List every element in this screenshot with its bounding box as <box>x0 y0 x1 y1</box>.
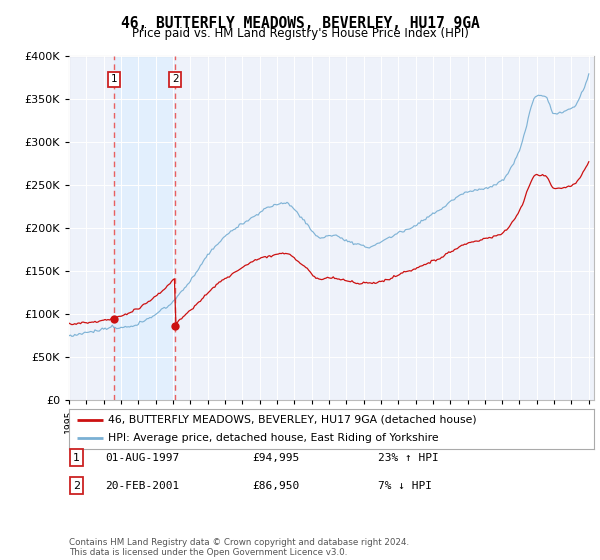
Text: 7% ↓ HPI: 7% ↓ HPI <box>378 480 432 491</box>
Bar <box>114 56 175 400</box>
Text: 46, BUTTERFLY MEADOWS, BEVERLEY, HU17 9GA (detached house): 46, BUTTERFLY MEADOWS, BEVERLEY, HU17 9G… <box>109 415 477 424</box>
Text: £86,950: £86,950 <box>252 480 299 491</box>
Text: Price paid vs. HM Land Registry's House Price Index (HPI): Price paid vs. HM Land Registry's House … <box>131 27 469 40</box>
Text: 20-FEB-2001: 20-FEB-2001 <box>105 480 179 491</box>
Text: 46, BUTTERFLY MEADOWS, BEVERLEY, HU17 9GA: 46, BUTTERFLY MEADOWS, BEVERLEY, HU17 9G… <box>121 16 479 31</box>
Text: 2: 2 <box>172 74 179 84</box>
Text: 23% ↑ HPI: 23% ↑ HPI <box>378 452 439 463</box>
Text: Contains HM Land Registry data © Crown copyright and database right 2024.
This d: Contains HM Land Registry data © Crown c… <box>69 538 409 557</box>
Text: 1: 1 <box>110 74 117 84</box>
Text: HPI: Average price, detached house, East Riding of Yorkshire: HPI: Average price, detached house, East… <box>109 433 439 443</box>
Text: £94,995: £94,995 <box>252 452 299 463</box>
Text: 01-AUG-1997: 01-AUG-1997 <box>105 452 179 463</box>
Text: 1: 1 <box>73 452 80 463</box>
Text: 2: 2 <box>73 480 80 491</box>
